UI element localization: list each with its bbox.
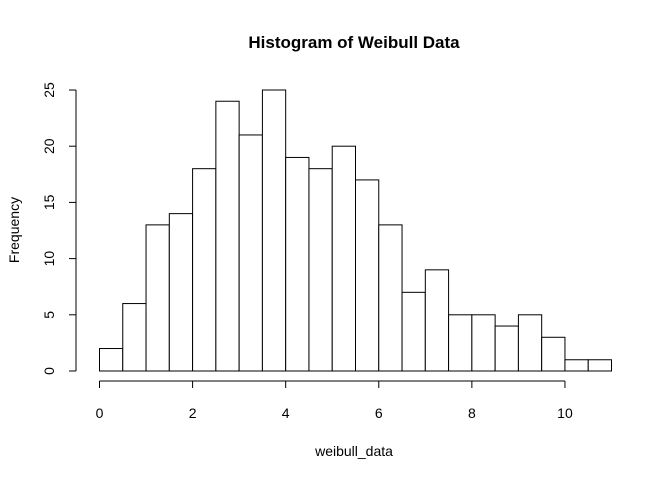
x-tick-label-0: 0	[96, 405, 104, 421]
bars-group	[99, 89, 613, 372]
y-axis-label: Frequency	[6, 197, 22, 263]
histogram-bar-18	[517, 314, 543, 372]
histogram-bar-8	[285, 156, 310, 372]
x-axis: 0 2 4 6 8 10	[96, 380, 573, 421]
histogram-bar-21	[587, 359, 613, 372]
histogram-bar-16	[471, 314, 496, 372]
histogram-bar-13	[401, 291, 426, 372]
y-tick-label-4: 20	[41, 138, 57, 154]
histogram-bar-20	[564, 359, 589, 372]
y-tick-label-0: 0	[41, 367, 57, 375]
y-tick-label-3: 15	[41, 194, 57, 210]
x-tick-label-4: 8	[468, 405, 476, 421]
histogram-bar-5	[215, 100, 240, 372]
histogram-bar-0	[99, 348, 124, 372]
histogram-bar-7	[261, 89, 287, 372]
histogram-bar-12	[378, 224, 403, 372]
x-tick-label-1: 2	[189, 405, 197, 421]
y-axis: 0 5 10 15 20 25	[41, 82, 77, 375]
histogram-bar-3	[168, 213, 194, 372]
histogram-bar-10	[331, 145, 356, 372]
histogram-bar-9	[308, 168, 333, 372]
histogram-bar-4	[192, 168, 217, 372]
y-tick-label-5: 25	[41, 82, 57, 98]
y-tick-label-1: 5	[41, 311, 57, 319]
x-axis-label: weibull_data	[314, 443, 393, 459]
histogram-bar-2	[145, 224, 170, 372]
histogram-bar-1	[122, 303, 147, 372]
histogram-bar-11	[355, 179, 380, 372]
histogram-bar-15	[448, 314, 473, 372]
histogram-bar-14	[424, 269, 450, 372]
histogram-bar-19	[541, 336, 566, 372]
x-tick-label-5: 10	[557, 405, 573, 421]
histogram-bar-17	[494, 325, 519, 372]
histogram-bar-6	[238, 134, 263, 372]
x-tick-label-3: 6	[375, 405, 383, 421]
chart-title: Histogram of Weibull Data	[248, 33, 460, 52]
x-tick-label-2: 4	[282, 405, 290, 421]
y-tick-label-2: 10	[41, 251, 57, 267]
